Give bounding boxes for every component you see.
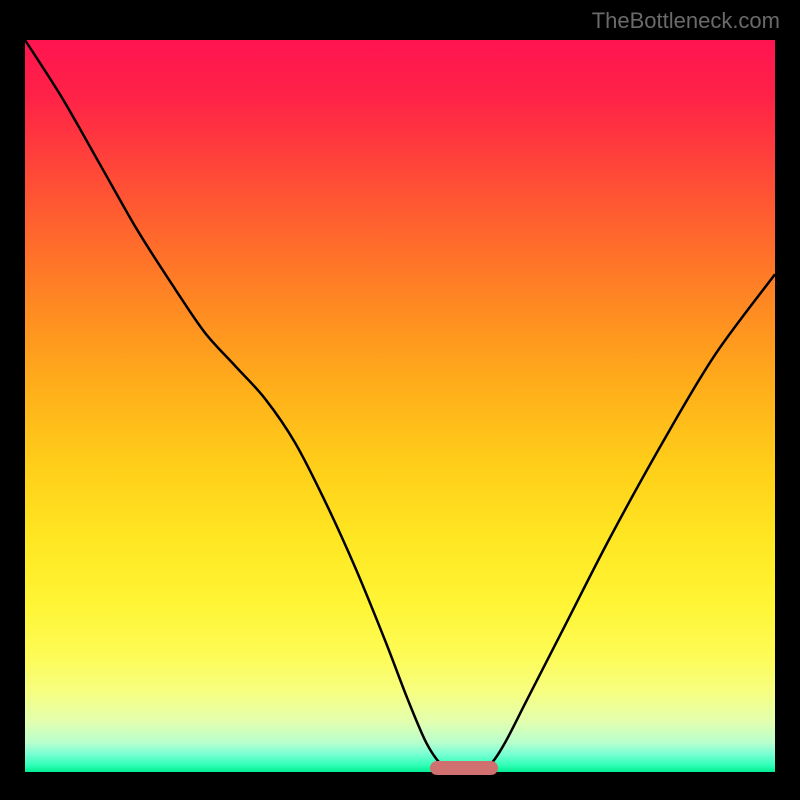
watermark-text: TheBottleneck.com [592, 8, 780, 34]
bottleneck-curve [25, 40, 775, 772]
chart-plot-area [25, 40, 775, 772]
optimal-marker [430, 761, 498, 775]
